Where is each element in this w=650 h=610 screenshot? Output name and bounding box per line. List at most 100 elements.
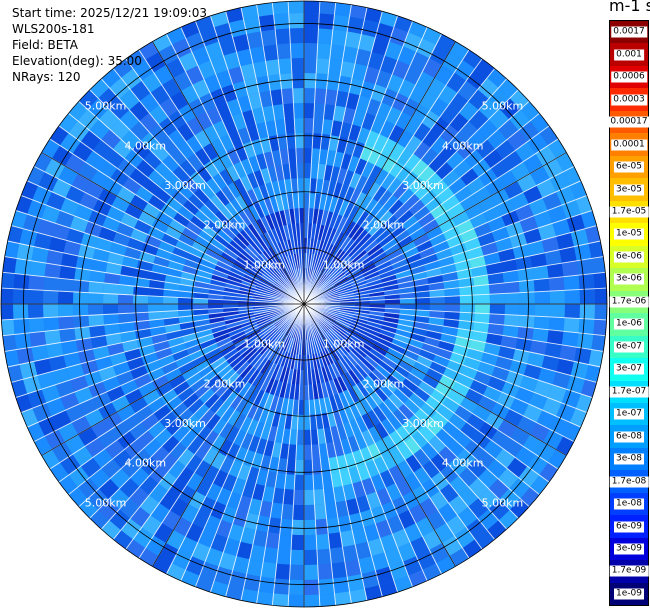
data-cell <box>191 354 208 367</box>
data-cell <box>240 416 253 433</box>
data-cell <box>490 159 511 179</box>
ray-gap-line <box>303 303 352 604</box>
data-cell <box>381 325 397 334</box>
data-cell <box>215 189 230 207</box>
data-cell <box>334 2 352 17</box>
data-cell <box>374 439 390 457</box>
data-cell <box>343 334 358 346</box>
data-cell <box>284 474 296 490</box>
data-cell <box>478 196 497 213</box>
data-cell <box>270 311 285 319</box>
data-cell <box>304 132 313 149</box>
data-cell <box>175 355 192 368</box>
data-cell <box>397 148 414 166</box>
data-cell <box>236 232 250 247</box>
data-cell <box>252 186 265 203</box>
data-cell <box>487 68 507 88</box>
data-cell <box>328 532 343 549</box>
data-cell <box>211 138 227 156</box>
ray-gap-line <box>303 49 470 305</box>
data-cell <box>49 462 69 483</box>
data-cell <box>13 273 30 290</box>
data-cell <box>368 287 384 294</box>
data-cell <box>498 78 519 99</box>
ray-gap-line <box>240 303 305 601</box>
data-cell <box>337 285 353 293</box>
azimuth-line <box>152 303 305 567</box>
data-cell <box>334 231 345 247</box>
data-cell <box>422 129 440 148</box>
data-cell <box>439 218 457 234</box>
data-cell <box>241 319 257 328</box>
data-cell <box>155 210 174 226</box>
data-cell <box>488 108 510 130</box>
data-cell <box>368 314 384 321</box>
data-cell <box>333 440 345 457</box>
data-cell <box>379 11 398 28</box>
data-cell <box>15 393 33 413</box>
data-cell <box>355 416 368 433</box>
ray-gap-line <box>303 78 508 305</box>
data-cell <box>209 194 225 211</box>
data-cell <box>289 28 304 44</box>
data-cell <box>270 89 283 106</box>
data-cell <box>289 429 298 445</box>
data-cell <box>259 341 272 356</box>
data-cell <box>256 236 269 251</box>
data-cell <box>90 259 108 273</box>
data-cell <box>89 325 106 338</box>
data-cell <box>55 380 75 398</box>
data-cell <box>165 226 182 240</box>
data-cell <box>331 345 343 360</box>
data-cell <box>98 188 117 206</box>
data-cell <box>422 219 440 234</box>
data-cell <box>41 449 60 469</box>
data-cell <box>458 467 478 487</box>
ray-gap-line <box>78 100 305 305</box>
data-cell <box>44 263 61 279</box>
colorbar-tick-label: 3e-05 <box>614 184 644 196</box>
data-cell <box>322 259 332 274</box>
data-cell <box>282 321 293 335</box>
data-cell <box>399 309 415 316</box>
data-cell <box>499 98 521 120</box>
data-cell <box>140 132 160 152</box>
data-cell <box>320 210 329 226</box>
data-cell <box>193 292 209 299</box>
data-cell <box>177 205 195 222</box>
data-cell <box>328 59 343 76</box>
data-cell <box>409 265 426 276</box>
data-cell <box>421 442 439 461</box>
azimuth-line <box>303 303 456 567</box>
data-cell <box>440 333 457 345</box>
data-cell <box>402 246 420 259</box>
data-cell <box>140 456 160 476</box>
data-cell <box>342 238 355 253</box>
data-cell <box>460 194 479 211</box>
data-cell <box>296 253 301 269</box>
data-cell <box>381 238 398 252</box>
data-cell <box>265 59 280 76</box>
data-cell <box>312 271 321 286</box>
data-cell <box>393 229 410 244</box>
data-cell <box>203 430 219 448</box>
data-cell <box>211 325 227 334</box>
data-cell <box>304 594 320 608</box>
data-cell <box>90 335 108 349</box>
data-cell <box>397 442 414 460</box>
data-cell <box>364 271 380 281</box>
data-cell <box>304 579 320 595</box>
data-cell <box>418 165 436 184</box>
data-cell <box>340 530 356 547</box>
data-cell <box>314 353 322 369</box>
data-cell <box>360 214 374 230</box>
data-cell <box>290 178 299 194</box>
data-cell <box>246 268 262 279</box>
data-cell <box>249 353 263 367</box>
range-label: 5.00km <box>85 496 127 509</box>
data-cell <box>230 330 246 341</box>
data-cell <box>533 316 550 330</box>
data-cell <box>236 339 251 352</box>
ray-gap-line <box>11 303 305 383</box>
data-cell <box>319 317 332 329</box>
